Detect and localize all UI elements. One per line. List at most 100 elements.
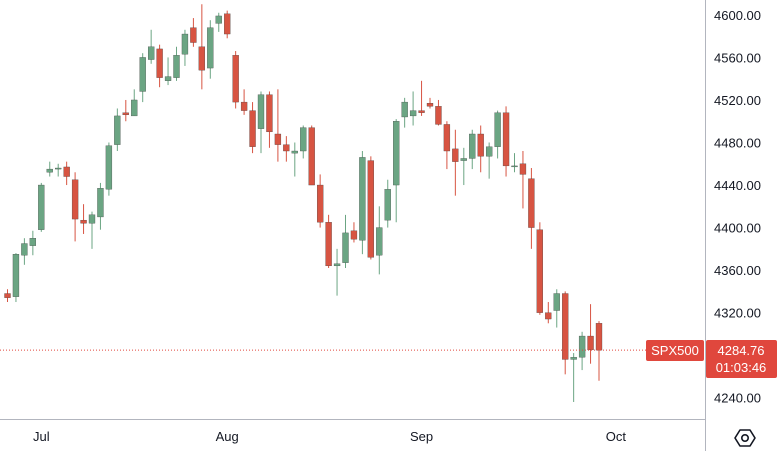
candle xyxy=(553,289,560,328)
candle-body xyxy=(232,55,239,103)
candle xyxy=(460,147,467,186)
y-tick-label: 4600.00 xyxy=(714,8,761,23)
candle-body xyxy=(528,178,535,228)
candle xyxy=(300,125,307,159)
candle xyxy=(587,304,594,364)
candle xyxy=(376,206,383,275)
candle-body xyxy=(545,312,552,320)
candle-body xyxy=(181,33,189,55)
candle-body xyxy=(401,101,408,118)
candle xyxy=(139,53,146,103)
candle-body xyxy=(240,101,248,111)
candle xyxy=(452,129,459,196)
candle xyxy=(502,106,510,177)
candle xyxy=(63,161,70,186)
hexagon-gear-icon xyxy=(734,429,756,447)
candle-body xyxy=(207,27,214,69)
candle xyxy=(519,151,527,209)
candle-body xyxy=(291,150,298,154)
symbol-tag-box xyxy=(646,340,704,361)
candle xyxy=(21,238,28,265)
candle xyxy=(494,110,501,159)
candle xyxy=(283,136,290,162)
candle-body xyxy=(409,110,417,117)
candle-body xyxy=(55,167,62,170)
candle xyxy=(393,119,400,223)
candle xyxy=(528,168,535,249)
y-tick-label: 4320.00 xyxy=(714,306,761,321)
candle xyxy=(485,142,493,179)
candle-body xyxy=(367,160,375,258)
candle xyxy=(46,161,53,177)
candle-body xyxy=(562,293,569,360)
candle-body xyxy=(249,110,256,147)
price-tag-box xyxy=(706,340,777,378)
candle-body xyxy=(12,254,20,297)
candle xyxy=(477,125,484,173)
candle xyxy=(215,12,222,32)
candle xyxy=(105,142,113,196)
candle xyxy=(469,129,476,170)
candle-body xyxy=(511,165,518,168)
candle xyxy=(88,211,96,249)
candle-body xyxy=(316,184,324,223)
candle xyxy=(426,97,434,109)
candle-body xyxy=(38,184,45,230)
price-tag-countdown: 01:03:46 xyxy=(716,360,767,375)
candle xyxy=(578,331,586,371)
candle-body xyxy=(224,13,231,35)
candle-body xyxy=(300,127,307,152)
candle-body xyxy=(122,112,129,116)
candle-body xyxy=(215,15,222,24)
candle-body xyxy=(477,133,484,157)
y-tick-label: 4440.00 xyxy=(714,178,761,193)
chart-settings-button[interactable] xyxy=(731,425,759,451)
candle-body xyxy=(266,94,273,133)
candle xyxy=(131,89,138,117)
candle-body xyxy=(359,157,366,241)
price-tag-value: 4284.76 xyxy=(718,343,765,358)
price-tag: 4284.76 01:03:46 xyxy=(706,340,777,378)
candle-body xyxy=(443,124,451,152)
time-axis[interactable]: Jul Aug Sep Oct xyxy=(33,429,626,444)
candle-body xyxy=(173,55,180,78)
candle xyxy=(164,57,172,86)
candle xyxy=(198,4,206,90)
candle xyxy=(511,153,518,173)
candle xyxy=(333,248,341,296)
candle xyxy=(232,51,239,109)
candle-body xyxy=(376,227,383,256)
candle-body xyxy=(21,243,28,256)
candle xyxy=(443,121,451,170)
candle xyxy=(190,18,197,47)
candle-body xyxy=(587,335,594,351)
candle-body xyxy=(570,357,577,360)
candle xyxy=(545,302,552,324)
candle-body xyxy=(452,148,459,162)
price-axis[interactable]: 4240.004280.004320.004360.004400.004440.… xyxy=(714,8,761,406)
y-tick-label: 4400.00 xyxy=(714,221,761,236)
candle-body xyxy=(4,293,11,298)
x-tick-label: Jul xyxy=(33,429,50,444)
candle xyxy=(350,222,358,243)
candle-body xyxy=(114,115,121,145)
candle xyxy=(359,151,366,255)
candle xyxy=(97,182,104,230)
candle-body xyxy=(426,103,434,107)
candle-body xyxy=(333,263,341,267)
candle-body xyxy=(131,99,138,117)
candle-body xyxy=(553,293,560,311)
candle xyxy=(384,179,391,228)
candle-body xyxy=(190,27,197,43)
candle xyxy=(249,102,256,154)
candle xyxy=(147,29,155,64)
y-tick-label: 4560.00 xyxy=(714,50,761,65)
candle xyxy=(181,29,189,66)
candle xyxy=(342,214,349,268)
candle-body xyxy=(139,57,146,92)
x-tick-label: Sep xyxy=(410,429,433,444)
candle xyxy=(316,174,324,228)
candle-body xyxy=(274,133,282,145)
candle-body xyxy=(164,76,172,81)
candle-body xyxy=(88,214,96,224)
